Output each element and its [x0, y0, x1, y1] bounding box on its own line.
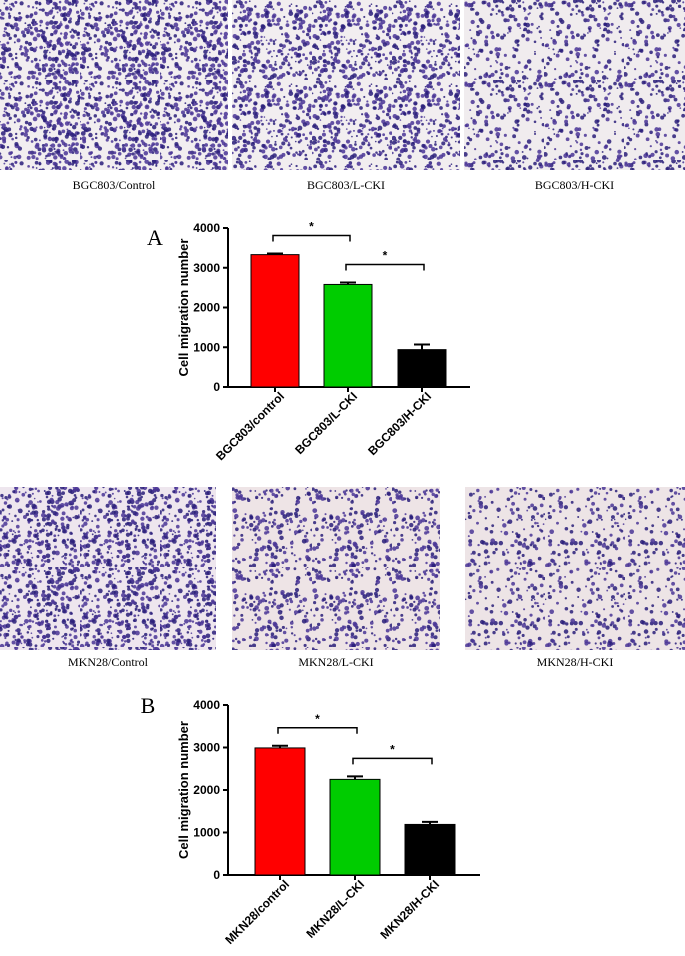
significance-label: * — [309, 219, 314, 233]
error-bar — [272, 744, 288, 748]
error-bar — [422, 820, 438, 825]
image-caption: BGC803/H-CKI — [535, 178, 614, 192]
error-bar — [414, 343, 430, 350]
error-bar — [267, 252, 283, 255]
significance-label: * — [390, 742, 395, 756]
x-tick-label: MKN28/L-CKI — [303, 877, 367, 941]
y-tick-label: 4000 — [193, 221, 220, 235]
y-tick-label: 1000 — [193, 340, 220, 354]
significance-bracket — [272, 234, 351, 242]
bar — [323, 283, 373, 388]
bar — [404, 823, 456, 876]
micrograph — [232, 0, 460, 170]
panel-label: B — [141, 693, 156, 718]
bar — [329, 778, 381, 876]
panel-label: A — [147, 225, 163, 250]
micrograph — [0, 487, 216, 650]
x-tick-label: BGC803/H-CKI — [365, 389, 434, 458]
significance-bracket — [352, 757, 433, 765]
x-tick-label: BGC803/L-CKI — [292, 389, 360, 457]
y-tick-label: 0 — [213, 380, 220, 394]
y-tick-label: 0 — [213, 868, 220, 882]
bar — [254, 747, 306, 876]
significance-bracket — [345, 263, 425, 271]
error-bar — [347, 775, 363, 780]
micrograph — [0, 0, 228, 170]
micrograph — [464, 0, 685, 170]
y-tick-label: 2000 — [193, 783, 220, 797]
x-tick-label: MKN28/control — [222, 877, 292, 947]
micrograph — [465, 487, 685, 650]
y-tick-label: 3000 — [193, 741, 220, 755]
micrograph — [232, 487, 440, 650]
image-caption: BGC803/L-CKI — [307, 178, 385, 192]
significance-bracket — [277, 727, 358, 734]
error-bar — [340, 281, 356, 285]
image-caption: BGC803/Control — [73, 178, 156, 192]
image-caption: MKN28/Control — [68, 655, 149, 669]
bar — [250, 254, 300, 388]
y-axis-label: Cell migration number — [176, 239, 191, 377]
y-axis-label: Cell migration number — [176, 721, 191, 859]
y-tick-label: 4000 — [193, 698, 220, 712]
y-tick-label: 3000 — [193, 261, 220, 275]
y-tick-label: 2000 — [193, 301, 220, 315]
image-caption: MKN28/L-CKI — [298, 655, 373, 669]
significance-label: * — [315, 712, 320, 726]
bar — [397, 349, 447, 388]
y-tick-label: 1000 — [193, 826, 220, 840]
x-tick-label: MKN28/H-CKI — [378, 877, 443, 942]
significance-label: * — [383, 248, 388, 262]
x-tick-label: BGC803/control — [213, 389, 287, 463]
image-caption: MKN28/H-CKI — [537, 655, 614, 669]
